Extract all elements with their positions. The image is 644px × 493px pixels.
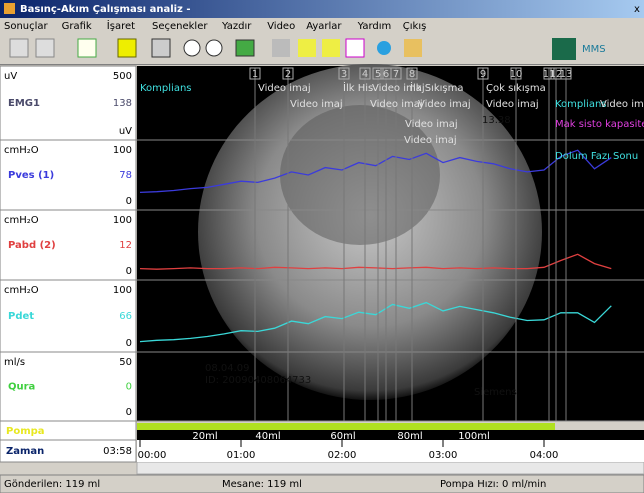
pump-bar [137, 423, 555, 430]
channel-name: Pabd (2) [8, 240, 56, 251]
time-value: 03:58 [103, 446, 132, 457]
marker-number: 4 [362, 69, 368, 80]
menu-item[interactable]: Yazdır [221, 21, 252, 32]
time-tick-label: 01:00 [227, 450, 256, 461]
event-label: İlk Sıkışma [410, 81, 463, 94]
event-label: Komplians [555, 99, 607, 110]
marker-number: 13 [560, 69, 573, 80]
menu-item[interactable]: Yardım [357, 21, 392, 32]
channel-value: 138 [113, 98, 132, 109]
marker-number: 6 [383, 69, 389, 80]
channel-panel [0, 66, 136, 462]
channel-bottom: 0 [126, 407, 132, 418]
event-label: Video imaj [404, 135, 457, 146]
marker-number: 1 [252, 69, 258, 80]
pump-label: Pompa [6, 426, 45, 437]
event-label: Video imaj [290, 99, 343, 110]
event-label: Video imaj [600, 99, 644, 110]
menu-item[interactable]: İşaret [107, 19, 135, 32]
logo: MMS [582, 44, 606, 55]
menu-item[interactable]: Grafik [62, 21, 92, 32]
time-label: Zaman [6, 446, 44, 457]
event-label: Dolum Fazı Sonu [555, 151, 638, 162]
channel-max: 500 [113, 71, 132, 82]
time-tick-label: 03:00 [429, 450, 458, 461]
image-overlay: ID: 20090408064733 [205, 375, 311, 386]
menu-item[interactable]: Sonuçlar [4, 21, 49, 32]
page: Basınç-Akım Çalışması analiz - x Sonuçlar G… [0, 0, 644, 493]
channel-value: 78 [119, 170, 132, 181]
image-overlay: Siemens [474, 387, 517, 398]
menu-item[interactable]: Ayarlar [306, 21, 342, 32]
close-button[interactable]: x [634, 4, 640, 15]
time-axis [137, 440, 644, 462]
app-icon [4, 3, 15, 14]
marker-number: 7 [393, 69, 399, 80]
channel-name: Qura [8, 382, 35, 393]
status-text: Pompa Hızı: 0 ml/min [440, 479, 546, 490]
marker-number: 10 [510, 69, 523, 80]
image-overlay: 13.38 [482, 115, 511, 126]
event-label: Mak sisto kapasite [555, 119, 644, 130]
app-window: Basınç-Akım Çalışması analiz - x Sonuçlar G… [0, 0, 644, 493]
event-label: İlk His [343, 81, 373, 94]
channel-value: 0 [126, 382, 132, 393]
event-label: Video imaj [405, 119, 458, 130]
scrollbar[interactable] [137, 462, 644, 474]
channel-unit: ml/s [4, 357, 25, 368]
channel-unit: uV [4, 71, 17, 82]
channel-bottom: 0 [126, 266, 132, 277]
channel-max: 50 [119, 357, 132, 368]
event-label: Video imaj [370, 99, 423, 110]
channel-value: 12 [119, 240, 132, 251]
channel-max: 100 [113, 285, 132, 296]
channel-name: Pdet [8, 311, 34, 322]
status-text: Mesane: 119 ml [222, 479, 302, 490]
event-label: Video imaj [258, 83, 311, 94]
channel-bottom: uV [119, 126, 132, 137]
event-label: Komplians [140, 83, 192, 94]
time-tick-label: 00:00 [138, 450, 167, 461]
channel-unit: cmH₂O [4, 285, 39, 296]
image-overlay: 08.04.09 [205, 363, 250, 374]
marker-number: 8 [409, 69, 415, 80]
marker-number: 9 [480, 69, 486, 80]
menu-item[interactable]: Seçenekler [152, 21, 208, 32]
menu-item[interactable]: Video [267, 21, 295, 32]
marker-number: 2 [285, 69, 291, 80]
channel-max: 100 [113, 145, 132, 156]
channel-unit: cmH₂O [4, 145, 39, 156]
time-tick-label: 04:00 [530, 450, 559, 461]
window-title: Basınç-Akım Çalışması analiz - [20, 4, 191, 15]
event-label: Çok sıkışma [486, 83, 546, 94]
separator [0, 64, 644, 65]
channel-bottom: 0 [126, 196, 132, 207]
channel-bottom: 0 [126, 338, 132, 349]
channel-max: 100 [113, 215, 132, 226]
time-tick-label: 02:00 [328, 450, 357, 461]
channel-name: EMG1 [8, 98, 40, 109]
event-label: Video imaj [486, 99, 539, 110]
event-label: Video imaj [418, 99, 471, 110]
logo-mark [552, 38, 576, 60]
channel-unit: cmH₂O [4, 215, 39, 226]
marker-number: 3 [341, 69, 347, 80]
channel-value: 66 [119, 311, 132, 322]
marker-number: 5 [375, 69, 381, 80]
menu-item[interactable]: Çıkış [403, 21, 427, 32]
channel-name: Pves (1) [8, 170, 54, 181]
status-text: Gönderilen: 119 ml [4, 479, 100, 490]
